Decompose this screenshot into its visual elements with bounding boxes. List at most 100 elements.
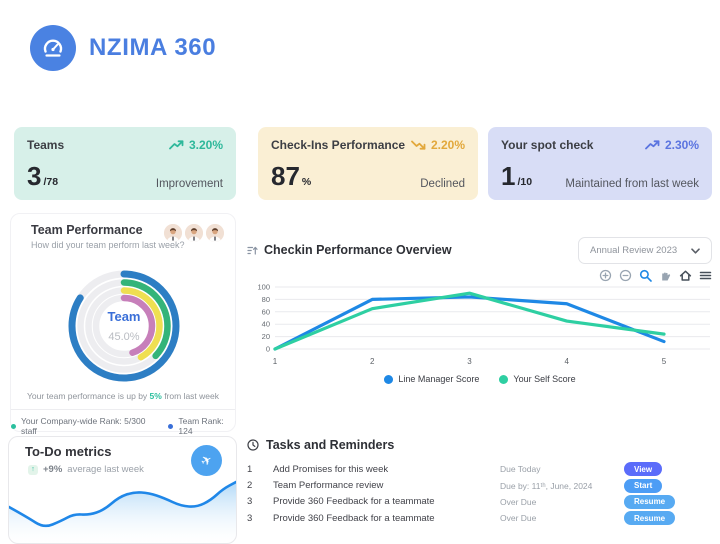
svg-text:5: 5 xyxy=(662,357,667,366)
todo-metrics-card: To-Do metrics ↑ +9% average last week ✈ xyxy=(8,436,237,544)
task-view-button[interactable]: View xyxy=(624,462,663,477)
pan-hand-icon[interactable] xyxy=(659,269,672,282)
person-avatar-icon xyxy=(164,224,182,242)
task-number: 2 xyxy=(247,480,253,492)
svg-text:3: 3 xyxy=(467,357,472,366)
legend-item-team-rank[interactable]: Team Rank: 124 xyxy=(168,416,235,436)
svg-text:2: 2 xyxy=(370,357,375,366)
todo-title: To-Do metrics xyxy=(25,444,112,459)
task-resume-button[interactable]: Resume xyxy=(624,511,676,526)
legend-dot xyxy=(499,374,509,384)
stat-value-suffix: /78 xyxy=(43,176,59,188)
divider xyxy=(11,409,235,410)
svg-text:80: 80 xyxy=(262,295,270,304)
box-zoom-icon[interactable] xyxy=(639,269,652,282)
svg-text:60: 60 xyxy=(262,307,270,316)
team-radial-chart xyxy=(68,270,180,382)
todo-area-chart xyxy=(9,480,236,543)
trend-up-icon xyxy=(169,140,184,150)
stat-value: 87 xyxy=(271,161,300,191)
todo-subtitle: ↑ +9% average last week xyxy=(28,464,144,475)
stat-value: 3 xyxy=(27,161,42,191)
checkin-title: Checkin Performance Overview xyxy=(264,243,452,257)
trend-down-icon xyxy=(411,140,426,150)
task-name: Provide 360 Feedback for a teammate xyxy=(273,512,435,524)
gauge-icon xyxy=(43,39,63,57)
team-avatars xyxy=(164,224,224,242)
chevron-down-icon xyxy=(691,247,700,254)
task-number: 3 xyxy=(247,496,253,508)
tasks-header: Tasks and Reminders xyxy=(247,438,394,452)
svg-text:40: 40 xyxy=(262,320,270,329)
svg-text:0: 0 xyxy=(266,345,270,354)
stat-value-suffix: % xyxy=(301,176,312,188)
chart-toolbar xyxy=(599,269,712,282)
stat-title: Your spot check xyxy=(501,138,594,152)
home-icon[interactable] xyxy=(679,269,692,282)
stat-title: Teams xyxy=(27,138,65,152)
todo-action-button[interactable]: ✈ xyxy=(191,445,222,476)
menu-icon[interactable] xyxy=(699,269,712,282)
legend-dot xyxy=(384,374,394,384)
legend-item-line-manager[interactable]: Line Manager Score xyxy=(384,374,479,384)
stat-trend-value: 3.20% xyxy=(188,138,223,152)
trend-up-icon xyxy=(645,140,660,150)
task-name: Team Performance review xyxy=(273,480,384,492)
task-due: Over Due xyxy=(500,496,537,507)
stat-caption: Declined xyxy=(420,178,465,190)
app-title: NZIMA 360 xyxy=(89,34,217,61)
stat-caption: Improvement xyxy=(155,178,223,190)
team-performance-card: Team Performance How did your team perfo… xyxy=(10,213,236,436)
task-number: 1 xyxy=(247,463,253,475)
task-due: Due Today xyxy=(500,464,541,475)
team-performance-title: Team Performance xyxy=(31,223,143,237)
task-row: 1 Add Promises for this week Due Today V… xyxy=(247,461,712,477)
task-row: 2 Team Performance review Due by: 11ᵗʰ, … xyxy=(247,477,712,493)
task-row: 3 Provide 360 Feedback for a teammate Ov… xyxy=(247,494,712,510)
task-row: 3 Provide 360 Feedback for a teammate Ov… xyxy=(247,510,712,526)
zoom-out-icon[interactable] xyxy=(619,269,632,282)
legend-item-self-score[interactable]: Your Self Score xyxy=(499,374,576,384)
checkin-line-chart: 0 20 40 60 80 100 1 2 3 4 5 xyxy=(257,283,710,366)
tasks-list: 1 Add Promises for this week Due Today V… xyxy=(247,461,712,527)
zoom-in-icon[interactable] xyxy=(599,269,612,282)
task-number: 3 xyxy=(247,512,253,524)
svg-text:1: 1 xyxy=(273,357,278,366)
sort-chart-icon xyxy=(247,246,258,255)
stat-card-checkins: Check-Ins Performance 2.20% 87% Declined xyxy=(258,127,478,200)
svg-text:100: 100 xyxy=(257,283,270,292)
tasks-title: Tasks and Reminders xyxy=(266,438,395,452)
stat-caption: Maintained from last week xyxy=(565,178,699,190)
caption-highlight: 5% xyxy=(149,391,162,401)
app-logo xyxy=(30,25,76,71)
svg-text:20: 20 xyxy=(262,332,270,341)
legend-item-company-rank[interactable]: Your Company-wide Rank: 5/300 staff xyxy=(11,416,152,436)
checkin-header: Checkin Performance Overview xyxy=(247,243,452,257)
stat-trend-value: 2.20% xyxy=(430,138,465,152)
legend-dot xyxy=(168,423,174,429)
stat-card-spot-check: Your spot check 2.30% 1/10 Maintained fr… xyxy=(488,127,712,200)
task-due: Due by: 11ᵗʰ, June, 2024 xyxy=(500,480,593,491)
todo-delta-caption: average last week xyxy=(67,464,144,475)
team-performance-subtitle: How did your team perform last week? xyxy=(31,240,185,250)
stat-trend-value: 2.30% xyxy=(664,138,699,152)
up-arrow-badge-icon: ↑ xyxy=(28,464,38,475)
checkin-chart-legend: Line Manager Score Your Self Score xyxy=(248,374,712,384)
task-name: Provide 360 Feedback for a teammate xyxy=(273,496,435,508)
legend-dot xyxy=(11,423,16,429)
dropdown-value: Annual Review 2023 xyxy=(590,245,678,256)
stat-value-suffix: /10 xyxy=(517,176,533,188)
stat-title: Check-Ins Performance xyxy=(271,138,406,152)
task-resume-button[interactable]: Resume xyxy=(624,494,676,509)
team-performance-caption: Your team performance is up by 5% from l… xyxy=(27,391,219,401)
team-performance-legend: Your Company-wide Rank: 5/300 staff Team… xyxy=(11,416,235,436)
stat-value: 1 xyxy=(501,161,516,191)
task-start-button[interactable]: Start xyxy=(624,478,663,493)
task-name: Add Promises for this week xyxy=(273,463,389,475)
person-avatar-icon xyxy=(206,224,224,242)
paper-plane-icon: ✈ xyxy=(198,451,215,470)
review-period-dropdown[interactable]: Annual Review 2023 xyxy=(578,237,712,264)
todo-delta: +9% xyxy=(43,464,63,475)
person-avatar-icon xyxy=(185,224,203,242)
clock-icon xyxy=(247,439,259,451)
